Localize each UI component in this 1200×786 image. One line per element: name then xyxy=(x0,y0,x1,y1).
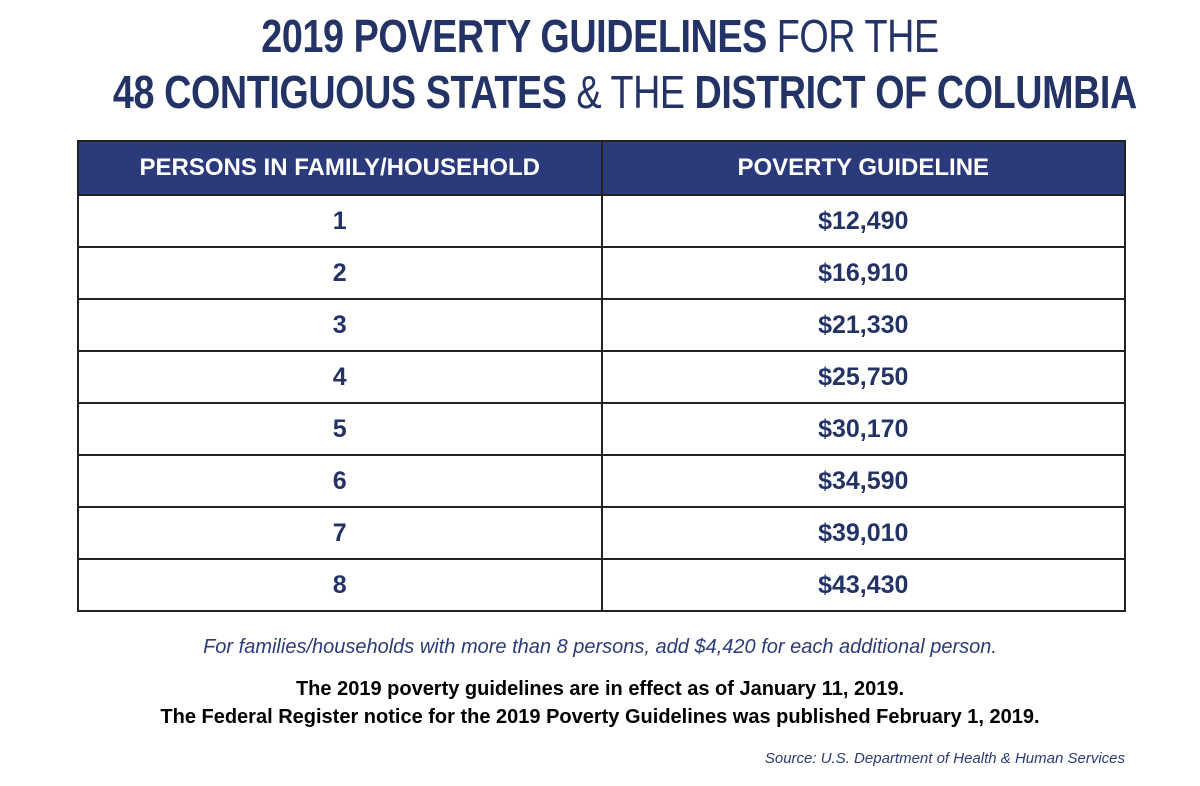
table-cell: $43,430 xyxy=(600,558,1126,612)
table-cell: $25,750 xyxy=(600,350,1126,404)
title-line: 2019 POVERTY GUIDELINES FOR THE xyxy=(108,8,1092,64)
table-cell: 5 xyxy=(77,402,603,456)
title-part: FOR THE xyxy=(776,10,939,62)
table-cell: $30,170 xyxy=(600,402,1126,456)
title: 2019 POVERTY GUIDELINES FOR THE 48 CONTIGU… xyxy=(0,8,1200,120)
note: The Federal Register notice for the 2019… xyxy=(160,706,1040,728)
table-cell: 7 xyxy=(77,506,603,560)
table-row: 8 $43,430 xyxy=(77,558,1126,612)
table-row: 2 $16,910 xyxy=(77,246,1126,300)
table-cell: 4 xyxy=(77,350,603,404)
table-cell: $21,330 xyxy=(600,298,1126,352)
table-row: 7 $39,010 xyxy=(77,506,1126,560)
table-cell: 2 xyxy=(77,246,603,300)
table-cell: 3 xyxy=(77,298,603,352)
table-body: 1 $12,490 2 $16,910 3 $21,330 4 $25,750 5 $30,170… xyxy=(77,194,1126,612)
table-row: 5 $30,170 xyxy=(77,402,1126,456)
table-cell: $39,010 xyxy=(600,506,1126,560)
title-part: & THE xyxy=(576,66,685,118)
table-row: 4 $25,750 xyxy=(77,350,1126,404)
table-cell: 6 xyxy=(77,454,603,508)
column-header: PERSONS IN FAMILY/HOUSEHOLD xyxy=(77,140,603,196)
table-cell: 8 xyxy=(77,558,603,612)
title-line: 48 CONTIGUOUS STATES & THE DISTRICT OF COL… xyxy=(108,64,1137,120)
column-header: POVERTY GUIDELINE xyxy=(600,140,1126,196)
poverty-table: PERSONS IN FAMILY/HOUSEHOLD POVERTY GUIDE… xyxy=(77,140,1126,612)
title-part: DISTRICT OF COLUMBIA xyxy=(694,66,1138,118)
table-cell: $34,590 xyxy=(600,454,1126,508)
table-cell: $16,910 xyxy=(600,246,1126,300)
title-part: 2019 POVERTY GUIDELINES xyxy=(261,10,767,62)
note: The 2019 poverty guidelines are in effec… xyxy=(295,678,905,700)
table-row: 3 $21,330 xyxy=(77,298,1126,352)
table-cell: $12,490 xyxy=(600,194,1126,248)
table-row: 1 $12,490 xyxy=(77,194,1126,248)
source: Source: U.S. Department of Health & Huma… xyxy=(764,750,1125,767)
table-cell: 1 xyxy=(77,194,603,248)
header-row: PERSONS IN FAMILY/HOUSEHOLD POVERTY GUIDE… xyxy=(77,140,1126,196)
title-part: 48 CONTIGUOUS STATES xyxy=(112,66,567,118)
footnote: For families/households with more than 8… xyxy=(203,636,997,658)
table-row: 6 $34,590 xyxy=(77,454,1126,508)
